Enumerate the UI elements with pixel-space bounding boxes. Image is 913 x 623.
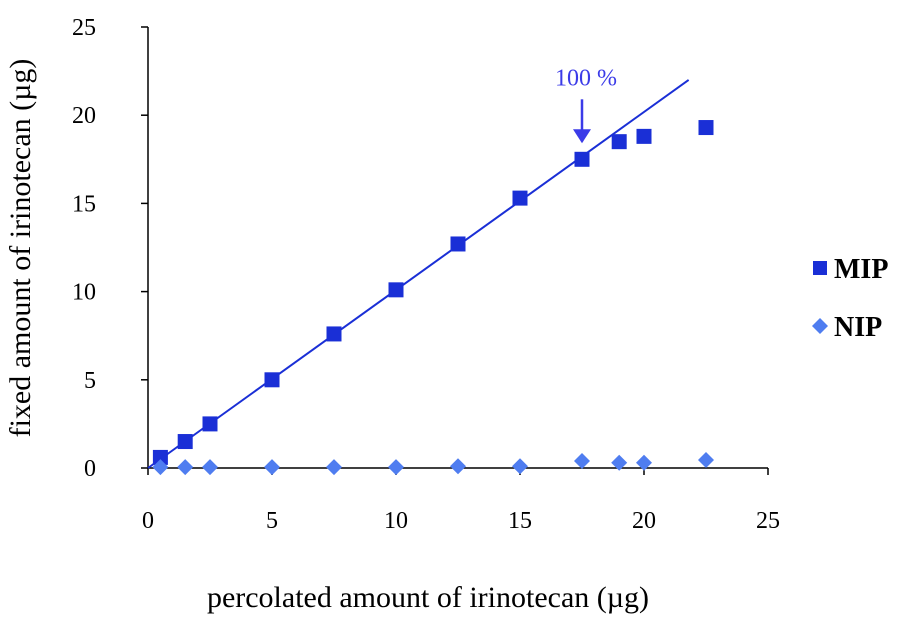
nip-point	[177, 459, 194, 476]
mip-point	[388, 282, 404, 298]
nip-point	[264, 459, 280, 476]
nip-point	[202, 459, 218, 476]
mip-point	[512, 190, 528, 206]
nip-point	[152, 459, 169, 476]
mip-point	[264, 372, 280, 388]
annotation-group: 100 %	[555, 65, 617, 144]
annotation-arrow-head	[573, 129, 591, 144]
nip-point	[636, 454, 652, 471]
x-tick-label: 20	[632, 508, 656, 534]
tick-labels: 0 5 10 15 20 25 0 5 10 15 20 25	[72, 15, 780, 534]
mip-point	[177, 434, 193, 450]
mip-point	[152, 449, 168, 465]
mip-point	[698, 120, 714, 136]
mip-point	[574, 151, 590, 167]
nip-point	[698, 452, 714, 469]
mip-point	[326, 326, 342, 342]
legend-marker-mip	[813, 261, 827, 275]
nip-point	[611, 454, 628, 471]
y-tick-label: 25	[72, 15, 96, 41]
trendline-group	[147, 79, 690, 469]
y-axis-title: fixed amount of irinotecan (µg)	[4, 59, 37, 438]
nip-point	[574, 452, 590, 469]
nip-point	[326, 459, 342, 476]
series-mip	[152, 120, 714, 465]
mip-trendline	[147, 79, 690, 469]
x-axis-title: percolated amount of irinotecan (µg)	[207, 581, 649, 614]
y-tick-label: 20	[72, 103, 96, 129]
series-nip	[152, 452, 714, 476]
y-tick-label: 5	[84, 368, 96, 394]
mip-point	[636, 128, 652, 144]
nip-point	[450, 458, 466, 475]
y-tick-label: 0	[84, 456, 96, 482]
series-group	[152, 120, 714, 476]
nip-point	[388, 459, 404, 476]
y-tick-label: 10	[72, 280, 96, 306]
mip-point	[611, 134, 627, 150]
legend-label-nip: NIP	[834, 312, 882, 343]
legend: MIP NIP	[812, 254, 888, 343]
legend-marker-nip	[812, 318, 828, 334]
nip-point	[512, 458, 528, 475]
x-tick-label: 5	[266, 508, 278, 534]
x-tick-label: 0	[142, 508, 154, 534]
x-tick-label: 15	[508, 508, 532, 534]
legend-label-mip: MIP	[834, 254, 888, 285]
x-tick-label: 10	[384, 508, 408, 534]
annotation-label: 100 %	[555, 65, 617, 91]
x-tick-label: 25	[756, 508, 780, 534]
y-tick-label: 15	[72, 191, 96, 217]
mip-point	[202, 416, 218, 432]
mip-point	[450, 236, 466, 252]
